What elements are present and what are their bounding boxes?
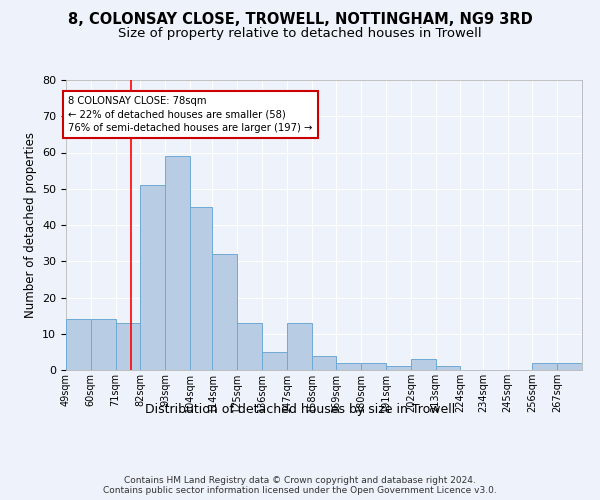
Bar <box>165 156 190 370</box>
Bar <box>436 366 460 370</box>
Bar <box>237 323 262 370</box>
Bar <box>190 207 212 370</box>
Bar <box>311 356 337 370</box>
Bar <box>532 363 557 370</box>
Text: Distribution of detached houses by size in Trowell: Distribution of detached houses by size … <box>145 402 455 415</box>
Bar <box>386 366 411 370</box>
Text: 8, COLONSAY CLOSE, TROWELL, NOTTINGHAM, NG9 3RD: 8, COLONSAY CLOSE, TROWELL, NOTTINGHAM, … <box>68 12 532 28</box>
Bar <box>91 320 116 370</box>
Y-axis label: Number of detached properties: Number of detached properties <box>23 132 37 318</box>
Bar <box>212 254 237 370</box>
Bar <box>411 359 436 370</box>
Bar <box>66 320 91 370</box>
Text: Contains HM Land Registry data © Crown copyright and database right 2024.
Contai: Contains HM Land Registry data © Crown c… <box>103 476 497 495</box>
Text: Size of property relative to detached houses in Trowell: Size of property relative to detached ho… <box>118 28 482 40</box>
Bar <box>287 323 311 370</box>
Bar <box>116 323 140 370</box>
Text: 8 COLONSAY CLOSE: 78sqm
← 22% of detached houses are smaller (58)
76% of semi-de: 8 COLONSAY CLOSE: 78sqm ← 22% of detache… <box>68 96 313 132</box>
Bar <box>140 185 165 370</box>
Bar <box>557 363 582 370</box>
Bar <box>262 352 287 370</box>
Bar <box>337 363 361 370</box>
Bar <box>361 363 386 370</box>
